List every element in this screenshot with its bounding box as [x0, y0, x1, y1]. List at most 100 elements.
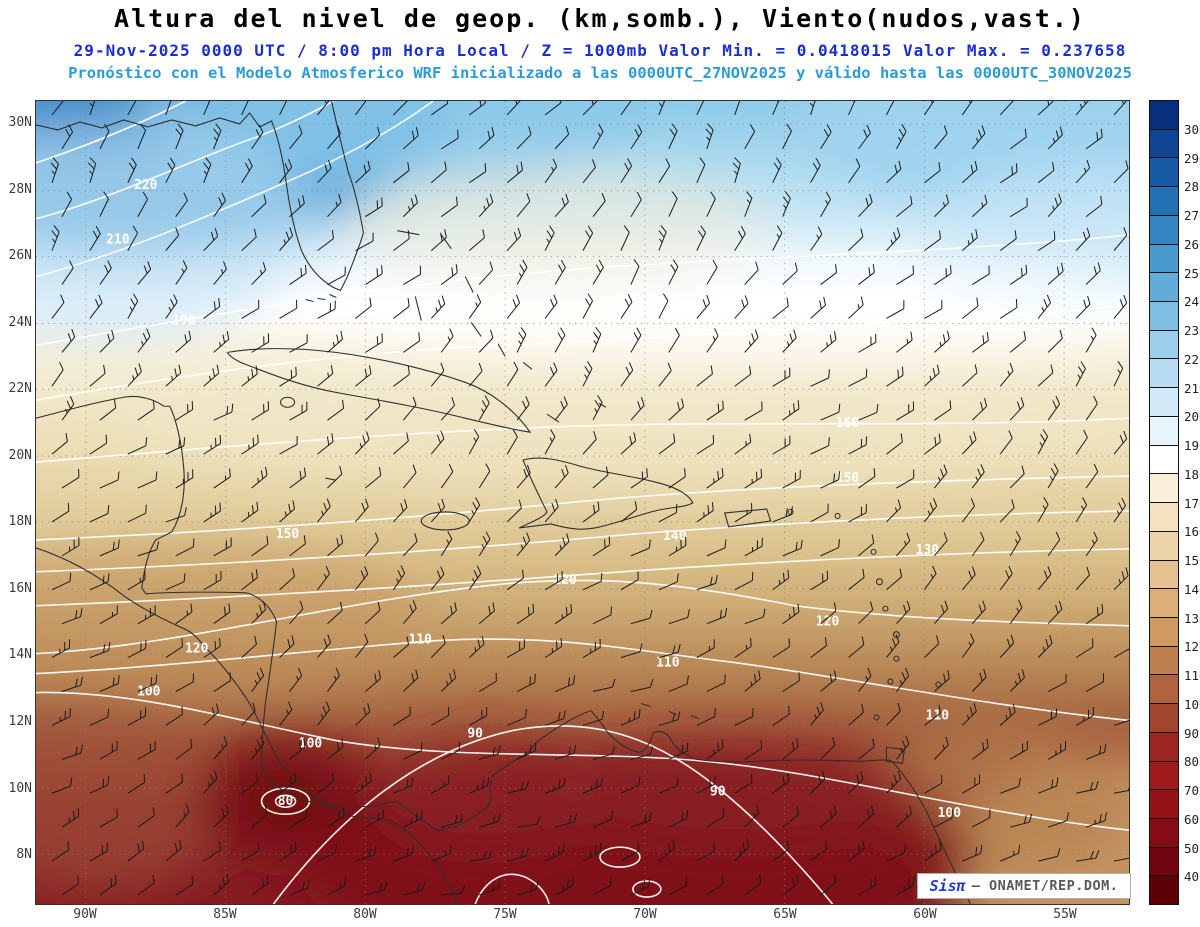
colorbar-tick-label: 90	[1184, 725, 1200, 741]
barbados	[935, 681, 942, 688]
colorbar-segment	[1150, 416, 1178, 446]
contour-label: 120	[553, 573, 577, 588]
geopotential-shading-anomalies	[36, 101, 1129, 904]
colorbar-segment	[1150, 244, 1178, 274]
colorbar-tick-label: 140	[1184, 581, 1200, 597]
contour-label: 100	[137, 685, 161, 700]
colorbar-segment	[1150, 445, 1178, 475]
puerto-rico	[724, 508, 772, 528]
colorbar-tick-label: 300	[1184, 121, 1200, 137]
colorbar-tick-label: 190	[1184, 438, 1200, 453]
colorbar-segment	[1150, 732, 1178, 762]
contour-label: 220	[134, 178, 158, 193]
antigua	[870, 548, 877, 555]
colorbar-segment	[1150, 589, 1178, 618]
contour-label: 110	[656, 656, 680, 671]
central-america-pacific-coast	[36, 547, 458, 904]
valid-time-line: 29-Nov-2025 0000 UTC / 8:00 pm Hora Loca…	[73, 41, 1127, 60]
abc-islands	[640, 702, 699, 719]
colorbar-segment	[1150, 560, 1178, 590]
contour-label: 140	[663, 529, 687, 544]
colorbar-segment	[1150, 876, 1178, 905]
lon-tick-label: 85W	[213, 907, 237, 922]
lat-tick-label: 14N	[8, 647, 32, 662]
st-lucia	[893, 655, 900, 662]
colorbar-tick-label: 260	[1184, 236, 1200, 252]
contour-label: 180	[475, 337, 499, 352]
contour-label: 130	[916, 543, 940, 558]
yucatan-central-america-caribbean-coast	[36, 395, 971, 904]
lon-tick-label: 80W	[353, 907, 377, 922]
colorbar-segment	[1150, 847, 1178, 877]
credit-text: — ONAMET/REP.DOM.	[971, 878, 1119, 894]
contour-label: 100	[938, 806, 962, 821]
lon-tick-label: 70W	[633, 907, 657, 922]
contour-label: 80	[278, 794, 294, 809]
colorbar-segment	[1150, 761, 1178, 791]
lon-tick-label: 65W	[773, 907, 797, 922]
contour-label: 90	[710, 784, 726, 799]
model-init-line: Pronóstico con el Modelo Atmosferico WRF…	[68, 64, 1132, 82]
lat-tick-label: 20N	[8, 448, 32, 463]
colorbar-tick-label: 40	[1184, 869, 1200, 885]
colorbar-segment	[1150, 531, 1178, 561]
contour-lines-layer	[36, 101, 1129, 904]
colorbar-segment	[1150, 818, 1178, 848]
contour-label: 90	[467, 726, 483, 741]
jamaica	[420, 511, 470, 531]
martinique	[892, 631, 900, 639]
colorbar-tick-label: 50	[1184, 840, 1200, 856]
credit-box: Sisπ — ONAMET/REP.DOM.	[917, 873, 1131, 899]
colorbar-tick-label: 230	[1184, 323, 1200, 338]
colorbar-tick-label: 70	[1184, 783, 1200, 798]
lon-tick-label: 90W	[73, 907, 97, 922]
colorbar-segment	[1150, 359, 1178, 389]
colorbar-tick-label: 210	[1184, 380, 1200, 396]
colorbar-tick-label: 290	[1184, 150, 1200, 166]
lat-tick-label: 28N	[8, 182, 32, 197]
lat-tick-label: 22N	[8, 381, 32, 396]
colorbar-segment	[1150, 187, 1178, 216]
contour-label: 210	[106, 233, 130, 248]
trinidad	[885, 746, 906, 764]
colorbar-segment	[1150, 790, 1178, 819]
lat-tick-label: 8N	[16, 847, 32, 862]
colorbar-tick-label: 280	[1184, 179, 1200, 195]
map-area: 220 210 190 180 160 150 150 140 130 120 120 120 110 1…	[35, 100, 1131, 905]
colorbar-tick-label: 160	[1184, 524, 1200, 540]
colorbar-tick-label: 200	[1184, 409, 1200, 425]
contour-label: 110	[409, 633, 433, 648]
dominica	[882, 605, 889, 612]
page-title: Altura del nivel de geop. (km,somb.), Vi…	[114, 4, 1086, 33]
colorbar-segment	[1150, 704, 1178, 733]
colorbar-segment	[1150, 646, 1178, 676]
contour-label: 160	[836, 416, 860, 431]
colorbar-tick-label: 100	[1184, 696, 1200, 712]
lat-tick-label: 26N	[8, 248, 32, 263]
lat-tick-label: 12N	[8, 714, 32, 729]
grenada	[873, 714, 880, 721]
wind-barbs-layer	[50, 101, 1129, 896]
map-canvas: 220 210 190 180 160 150 150 140 130 120 120 120 110 1…	[36, 101, 1129, 904]
contour-label: 120	[185, 642, 209, 657]
colorbar-segment	[1150, 215, 1178, 245]
contour-label: 120	[816, 615, 840, 630]
lat-tick-label: 16N	[8, 581, 32, 596]
colorbar-tick-label: 250	[1184, 265, 1200, 281]
isla-juventud	[280, 396, 296, 408]
anguilla	[834, 512, 841, 520]
lat-tick-label: 30N	[8, 115, 32, 130]
colorbar-segment	[1150, 617, 1178, 647]
colorbar-segment	[1150, 302, 1178, 331]
colorbar-tick-label: 150	[1184, 553, 1200, 568]
contour-label: 190	[172, 313, 196, 328]
colorbar-segment	[1150, 675, 1178, 705]
hispaniola	[518, 457, 694, 530]
lon-tick-label: 60W	[913, 907, 937, 922]
colorbar-tick-label: 80	[1184, 754, 1200, 770]
contour-label: 150	[836, 471, 860, 486]
lat-tick-label: 24N	[8, 315, 32, 330]
lat-tick-label: 18N	[8, 514, 32, 529]
cuba	[226, 348, 532, 433]
